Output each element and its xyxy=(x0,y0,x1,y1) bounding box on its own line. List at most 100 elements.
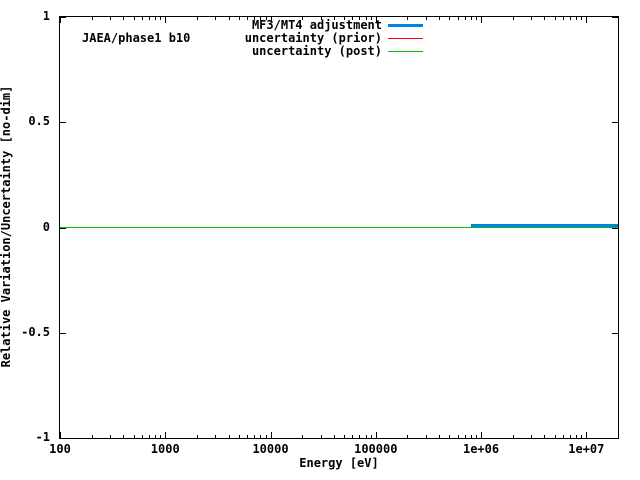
x-minor-tick-mirror xyxy=(260,17,262,20)
x-minor-tick-mirror xyxy=(576,17,578,20)
x-minor-tick xyxy=(141,435,143,438)
x-minor-tick-mirror xyxy=(320,17,322,20)
x-minor-tick-mirror xyxy=(196,17,198,20)
series-line-2 xyxy=(60,227,618,228)
x-minor-tick xyxy=(155,435,157,438)
x-axis-title: Energy [eV] xyxy=(299,456,379,470)
x-minor-tick xyxy=(512,435,514,438)
x-minor-tick-mirror xyxy=(148,17,150,20)
legend-line-sample-post xyxy=(388,51,423,52)
plot-area: JAEA/phase1 b10 MF3/MT4 adjustment uncer… xyxy=(59,16,619,439)
x-minor-tick-mirror xyxy=(581,17,583,20)
x-minor-tick xyxy=(531,435,533,438)
x-tick-label: 100000 xyxy=(354,442,398,456)
x-minor-tick-mirror xyxy=(155,17,157,20)
legend-line-sample-prior xyxy=(388,38,423,39)
x-major-tick xyxy=(481,432,483,438)
x-minor-tick xyxy=(260,435,262,438)
x-minor-tick-mirror xyxy=(247,17,249,20)
x-minor-tick-mirror xyxy=(123,17,125,20)
legend-entry-prior: uncertainty (prior) xyxy=(122,32,423,45)
x-major-tick-mirror xyxy=(375,17,377,23)
x-minor-tick xyxy=(352,435,354,438)
y-major-tick xyxy=(60,438,66,439)
x-minor-tick xyxy=(365,435,367,438)
y-tick-label: 1 xyxy=(42,9,50,23)
y-tick-label: -0.5 xyxy=(21,324,50,339)
x-minor-tick-mirror xyxy=(512,17,514,20)
x-minor-tick xyxy=(91,435,93,438)
x-tick-label: 1000 xyxy=(150,442,180,456)
x-minor-tick-mirror xyxy=(570,17,571,20)
y-major-tick-mirror xyxy=(612,332,618,334)
x-minor-tick-mirror xyxy=(228,17,230,20)
y-major-tick xyxy=(60,227,66,229)
x-minor-tick-mirror xyxy=(470,17,472,20)
y-major-tick-mirror xyxy=(612,122,618,124)
x-minor-tick-mirror xyxy=(110,17,112,20)
x-minor-tick-mirror xyxy=(352,17,354,20)
x-minor-tick-mirror xyxy=(141,17,143,20)
x-minor-tick-mirror xyxy=(554,17,556,20)
x-minor-tick xyxy=(238,435,240,438)
x-minor-tick xyxy=(476,435,478,438)
x-minor-tick xyxy=(457,435,459,438)
y-major-tick xyxy=(60,17,66,18)
legend-label-adjustment: MF3/MT4 adjustment xyxy=(251,18,382,32)
x-minor-tick-mirror xyxy=(476,17,478,20)
x-minor-tick xyxy=(123,435,125,438)
x-minor-tick xyxy=(228,435,230,438)
x-minor-tick-mirror xyxy=(215,17,217,20)
plot-annotation: JAEA/phase1 b10 xyxy=(82,31,191,45)
x-major-tick xyxy=(165,432,167,438)
x-minor-tick xyxy=(344,435,346,438)
x-minor-tick-mirror xyxy=(407,17,409,20)
x-minor-tick xyxy=(426,435,427,438)
x-minor-tick xyxy=(265,435,267,438)
x-minor-tick-mirror xyxy=(365,17,367,20)
x-minor-tick xyxy=(160,435,162,438)
x-minor-tick xyxy=(464,435,466,438)
x-minor-tick-mirror xyxy=(457,17,459,20)
x-minor-tick xyxy=(320,435,322,438)
y-major-tick-mirror xyxy=(612,227,618,229)
legend-line-sample-adjustment xyxy=(388,24,423,27)
x-minor-tick-mirror xyxy=(449,17,451,20)
x-minor-tick-mirror xyxy=(464,17,466,20)
x-minor-tick-mirror xyxy=(344,17,346,20)
x-major-tick-mirror xyxy=(481,17,483,23)
x-minor-tick-mirror xyxy=(544,17,546,20)
y-tick-label: -1 xyxy=(35,430,50,444)
x-tick-label: 1e+06 xyxy=(462,442,500,456)
x-minor-tick xyxy=(196,435,198,438)
x-major-tick-mirror xyxy=(165,17,167,23)
x-major-tick xyxy=(60,432,61,438)
series-line-0 xyxy=(470,224,618,227)
x-minor-tick xyxy=(407,435,409,438)
x-minor-tick xyxy=(215,435,217,438)
x-minor-tick-mirror xyxy=(333,17,335,20)
x-minor-tick-mirror xyxy=(531,17,533,20)
x-minor-tick xyxy=(449,435,451,438)
x-minor-tick-mirror xyxy=(160,17,162,20)
x-minor-tick xyxy=(133,435,135,438)
y-major-tick-mirror xyxy=(612,17,618,18)
x-major-tick-mirror xyxy=(270,17,272,23)
legend-label-post: uncertainty (post) xyxy=(251,44,382,58)
x-minor-tick xyxy=(576,435,578,438)
x-tick-label: 10000 xyxy=(252,442,289,456)
y-major-tick xyxy=(60,332,66,334)
x-major-tick xyxy=(375,432,377,438)
x-minor-tick-mirror xyxy=(91,17,93,20)
x-minor-tick xyxy=(247,435,249,438)
y-tick-label: 0 xyxy=(42,219,50,234)
x-minor-tick xyxy=(554,435,556,438)
x-major-tick-mirror xyxy=(586,17,588,23)
y-major-tick xyxy=(60,122,66,124)
x-minor-tick-mirror xyxy=(302,17,304,20)
x-minor-tick-mirror xyxy=(254,17,256,20)
x-minor-tick-mirror xyxy=(238,17,240,20)
x-minor-tick-mirror xyxy=(133,17,135,20)
x-minor-tick xyxy=(333,435,335,438)
